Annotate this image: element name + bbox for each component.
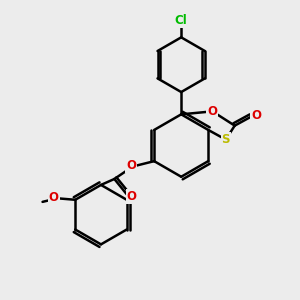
Text: O: O [251, 109, 261, 122]
Text: S: S [221, 133, 230, 146]
Text: Cl: Cl [175, 14, 188, 27]
Text: O: O [126, 159, 136, 172]
Text: O: O [49, 191, 59, 204]
Text: O: O [127, 190, 136, 203]
Text: O: O [207, 105, 218, 118]
